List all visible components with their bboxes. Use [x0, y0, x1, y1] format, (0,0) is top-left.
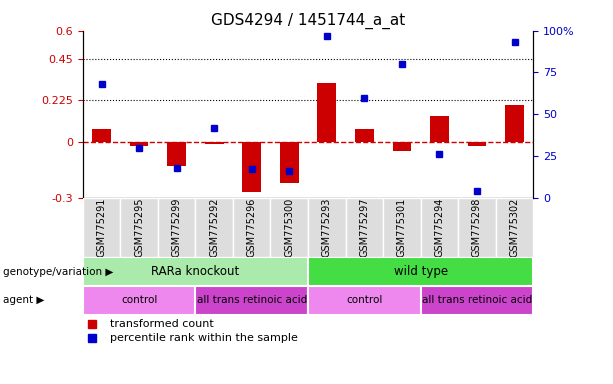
- Bar: [196, 286, 308, 315]
- Bar: [242, 142, 261, 192]
- Text: GSM775291: GSM775291: [96, 198, 107, 257]
- Text: GSM775295: GSM775295: [134, 198, 144, 257]
- Bar: [205, 142, 224, 144]
- Bar: [120, 198, 158, 257]
- Bar: [421, 198, 458, 257]
- Bar: [458, 198, 496, 257]
- Text: agent ▶: agent ▶: [3, 295, 44, 306]
- Bar: [308, 198, 346, 257]
- Text: transformed count: transformed count: [110, 319, 213, 329]
- Text: control: control: [121, 295, 158, 306]
- Bar: [158, 198, 196, 257]
- Text: GSM775297: GSM775297: [359, 198, 370, 257]
- Bar: [83, 198, 120, 257]
- Text: genotype/variation ▶: genotype/variation ▶: [3, 266, 113, 277]
- Bar: [270, 198, 308, 257]
- Bar: [505, 105, 524, 142]
- Bar: [430, 116, 449, 142]
- Bar: [355, 129, 374, 142]
- Text: wild type: wild type: [394, 265, 447, 278]
- Text: GSM775301: GSM775301: [397, 198, 407, 257]
- Bar: [308, 257, 533, 286]
- Bar: [280, 142, 299, 183]
- Title: GDS4294 / 1451744_a_at: GDS4294 / 1451744_a_at: [211, 13, 405, 29]
- Text: GSM775296: GSM775296: [246, 198, 257, 257]
- Text: GSM775300: GSM775300: [284, 198, 294, 257]
- Text: GSM775298: GSM775298: [472, 198, 482, 257]
- Text: GSM775299: GSM775299: [172, 198, 181, 257]
- Text: percentile rank within the sample: percentile rank within the sample: [110, 333, 298, 343]
- Bar: [92, 129, 111, 142]
- Text: GSM775292: GSM775292: [209, 198, 219, 257]
- Bar: [496, 198, 533, 257]
- Bar: [383, 198, 421, 257]
- Text: all trans retinoic acid: all trans retinoic acid: [197, 295, 307, 306]
- Bar: [468, 142, 486, 146]
- Bar: [196, 198, 233, 257]
- Text: all trans retinoic acid: all trans retinoic acid: [422, 295, 532, 306]
- Text: control: control: [346, 295, 383, 306]
- Text: RARa knockout: RARa knockout: [151, 265, 240, 278]
- Bar: [83, 286, 196, 315]
- Bar: [233, 198, 270, 257]
- Bar: [83, 257, 308, 286]
- Bar: [318, 83, 336, 142]
- Bar: [167, 142, 186, 166]
- Bar: [346, 198, 383, 257]
- Text: GSM775302: GSM775302: [509, 198, 520, 257]
- Bar: [308, 286, 421, 315]
- Text: GSM775293: GSM775293: [322, 198, 332, 257]
- Bar: [421, 286, 533, 315]
- Bar: [130, 142, 148, 146]
- Bar: [392, 142, 411, 151]
- Text: GSM775294: GSM775294: [435, 198, 444, 257]
